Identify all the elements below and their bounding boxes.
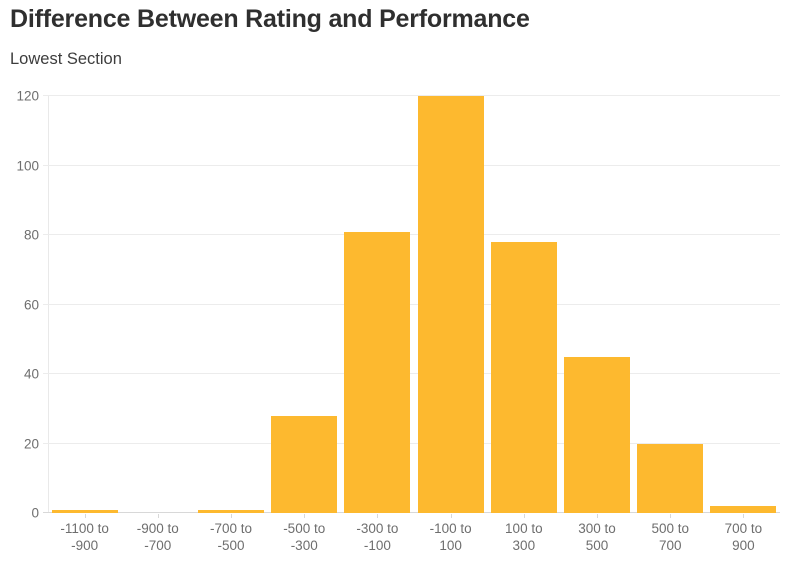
bar-slot [48,96,121,513]
x-tick-mark [157,514,159,518]
bar [198,509,264,513]
bar [710,506,777,513]
chart-subtitle: Lowest Section [10,50,122,68]
x-tick-label-line2: -300 [290,538,318,553]
x-tick-label-line1: -500 to [283,521,326,536]
bar-slot [341,96,414,513]
chart-title: Difference Between Rating and Performanc… [10,5,530,33]
x-tick-mark [231,514,232,518]
bars [48,96,780,513]
bar [637,443,704,513]
x-tick-mark [523,514,525,518]
x-tick-label-line1: 300 to [578,521,616,536]
x-tick-label: -700 to -500 [194,513,267,554]
bar-slot [414,96,487,513]
y-tick-label: 80 [23,227,39,243]
bar [417,96,484,513]
x-tick-mark [304,514,306,518]
x-tick-label-line1: -900 to [136,521,179,536]
x-tick-label: -500 to -300 [268,513,341,554]
x-tick-label-line2: -100 [363,538,391,553]
bar-slot [121,96,194,513]
bar [51,509,118,513]
bar-slot [268,96,341,513]
x-tick-label-line1: -1100 to [60,521,109,536]
y-tick-label: 20 [23,436,39,452]
gridline [43,95,780,96]
y-tick-label: 100 [16,158,39,173]
x-tick-label-line2: 300 [512,538,536,553]
y-tick-label: 40 [23,366,39,382]
gridline [43,373,780,375]
x-tick-label-line1: -100 to [429,521,472,536]
y-tick-label: 120 [16,88,39,104]
x-tick-label-line2: -700 [144,538,172,553]
x-tick-label-line2: 100 [439,538,462,553]
x-tick-mark [597,514,599,518]
gridline [43,442,780,444]
x-tick-label: -900 to -700 [121,513,194,554]
x-tick-label-line2: 900 [732,538,755,553]
x-tick-mark [670,514,672,518]
x-tick-label-line2: 500 [585,538,609,553]
bar-slot [707,96,780,513]
y-tick-label: 60 [23,297,39,312]
bar [564,356,630,513]
x-tick-label-line2: 700 [658,538,682,553]
y-tick-label: 0 [31,505,39,521]
x-tick-label-line1: 500 to [651,521,689,536]
gridline [43,303,780,305]
bar [344,231,411,513]
gridline [43,164,780,166]
x-tick-label-line1: 700 to [724,521,763,536]
x-tick-label: 100 to 300 [487,513,560,554]
x-tick-label: 300 to 500 [560,513,633,554]
bar-slot [634,96,707,513]
x-tick-label: -1100 to -900 [48,513,121,554]
x-axis-line [43,512,780,513]
x-tick-mark [377,514,379,518]
x-tick-label: -300 to -100 [341,513,414,554]
bar [271,415,338,513]
x-tick-label: -100 to 100 [414,513,487,554]
bar-slot [487,96,560,513]
y-axis-labels: 0 20 40 60 80 100 120 [0,89,39,520]
y-axis-line [48,96,49,513]
x-tick-label-line1: 100 to [505,521,543,536]
x-tick-mark [450,514,452,518]
bar [490,241,557,513]
x-tick-label-line2: -900 [71,538,99,553]
x-tick-label-line2: -500 [217,538,245,553]
bar-slot [194,96,267,513]
plot-area [43,95,780,513]
bar-slot [560,96,633,513]
x-tick-label-line1: -700 to [209,521,253,536]
x-tick-label: 700 to 900 [707,513,780,554]
x-tick-mark [84,514,86,518]
x-tick-label: 500 to 700 [634,513,707,554]
x-axis-labels: -1100 to -900 -900 to -700 -700 to -500 -500 t… [48,513,780,554]
x-tick-label-line1: -300 to [356,521,399,536]
x-tick-mark [743,514,745,518]
gridline [43,234,780,236]
